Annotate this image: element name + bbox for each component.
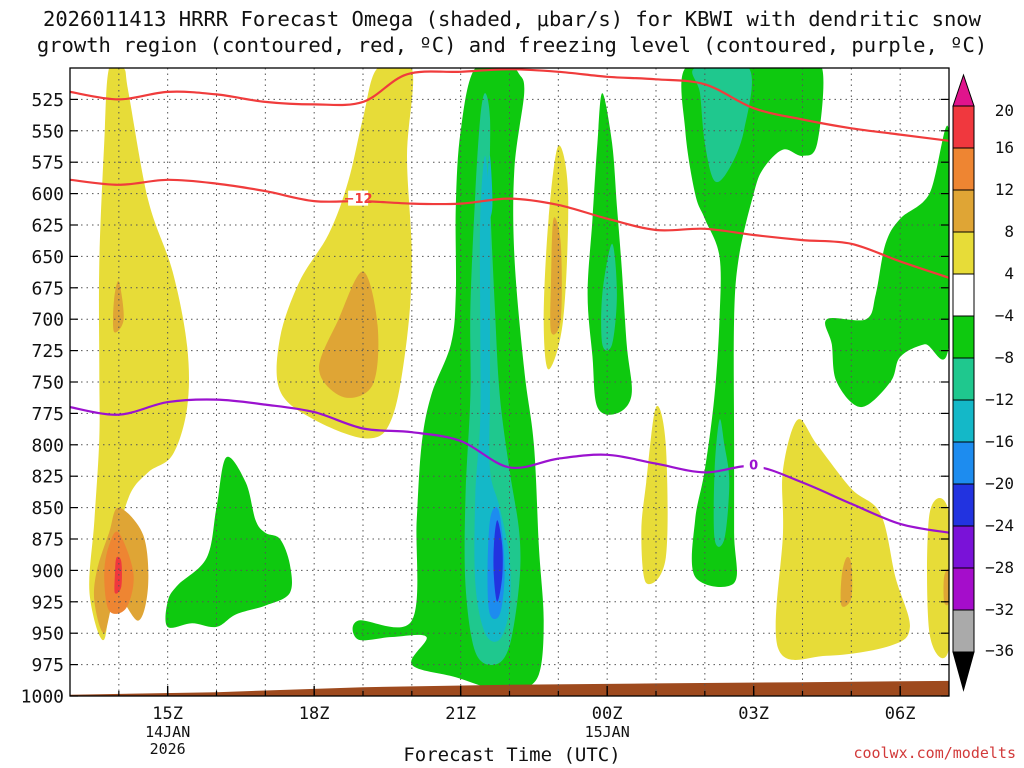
y-tick-label: 900: [31, 561, 64, 582]
y-tick-label: 950: [31, 624, 64, 645]
omega-region: [927, 498, 949, 659]
colorbar-label: 20: [995, 101, 1014, 120]
x-axis-label: Forecast Time (UTC): [403, 744, 621, 766]
colorbar-bottom-arrow: [952, 651, 975, 692]
y-tick-label: 875: [31, 530, 64, 551]
y-tick-label: 575: [31, 153, 64, 174]
colorbar-label: 16: [995, 138, 1014, 157]
colorbar-label: −8: [995, 348, 1014, 367]
contour-line: [70, 398, 949, 534]
colorbar-label: −4: [995, 306, 1014, 325]
omega-region: [318, 271, 379, 398]
y-tick-label: 600: [31, 184, 64, 205]
colorbar-bin: [952, 567, 975, 611]
colorbar-bin: [952, 441, 975, 485]
colorbar-bin: [952, 273, 975, 317]
omega-region: [89, 68, 189, 640]
y-tick-label: 625: [31, 216, 64, 237]
omega-region: [487, 155, 493, 221]
y-tick-label: 925: [31, 592, 64, 613]
y-tick-label: 775: [31, 404, 64, 425]
omega-region: [840, 556, 853, 607]
x-tick-label: 03Z: [738, 704, 769, 724]
omega-region: [641, 405, 668, 585]
colorbar: 20 16 12 8 4 −4 −8 −12 −16 −20 −24 −28 −32 −36: [952, 73, 1014, 692]
colorbar-bin: [952, 483, 975, 527]
ground-layer: [70, 680, 949, 696]
y-tick-label: 750: [31, 373, 64, 394]
omega-shading: [89, 68, 949, 692]
x-tick-sublabel: 2026: [150, 740, 186, 758]
contour-lines: −12 0: [70, 68, 949, 534]
y-tick-label: 1000: [21, 687, 64, 708]
omega-region: [775, 419, 910, 660]
colorbar-bin: [952, 399, 975, 443]
contour-line: [70, 178, 949, 279]
colorbar-bin: [952, 609, 975, 653]
x-tick-sublabel: 15JAN: [585, 723, 630, 741]
omega-region: [825, 125, 949, 408]
x-tick-label: 18Z: [299, 704, 330, 724]
y-tick-label: 675: [31, 278, 64, 299]
contour-label-bg: [348, 190, 369, 206]
colorbar-label: −32: [985, 600, 1014, 619]
colorbar-label: 8: [1004, 222, 1014, 241]
colorbar-label: 4: [1004, 264, 1014, 283]
ground-fill: [70, 680, 949, 696]
contour-label-bg: [743, 456, 764, 472]
colorbar-label: 12: [995, 180, 1014, 199]
y-tick-label: 700: [31, 310, 64, 331]
colorbar-label: −36: [985, 641, 1014, 660]
y-tick-label: 850: [31, 498, 64, 519]
credit-text: coolwx.com/modelts: [853, 744, 1016, 762]
chart-title-line1: 2026011413 HRRR Forecast Omega (shaded, …: [43, 7, 981, 31]
colorbar-bin: [952, 231, 975, 275]
colorbar-label: −16: [985, 432, 1014, 451]
omega-region: [276, 68, 414, 439]
x-tick-label: 00Z: [592, 704, 623, 724]
colorbar-label: −28: [985, 558, 1014, 577]
colorbar-bin: [952, 147, 975, 191]
omega-region: [474, 155, 511, 642]
x-tick-sublabel: 14JAN: [145, 723, 190, 741]
y-tick-label: 800: [31, 435, 64, 456]
y-tick-label: 550: [31, 121, 64, 142]
colorbar-top-arrow: [952, 73, 975, 107]
omega-region: [493, 520, 503, 602]
y-tick-label: 725: [31, 341, 64, 362]
x-tick-label: 06Z: [885, 704, 916, 724]
omega-region: [165, 456, 292, 628]
x-tick-label: 21Z: [445, 704, 476, 724]
y-tick-label: 650: [31, 247, 64, 268]
gridlines: [70, 68, 949, 696]
colorbar-bin: [952, 357, 975, 401]
colorbar-label: −20: [985, 474, 1014, 493]
omega-region: [114, 556, 122, 594]
omega-region: [601, 243, 617, 351]
x-tick-label: 15Z: [152, 704, 183, 724]
omega-region: [943, 568, 949, 606]
contour-line: [70, 68, 949, 142]
contour-label: −12: [344, 192, 373, 207]
y-tick-label: 825: [31, 467, 64, 488]
y-tick-label: 525: [31, 90, 64, 111]
colorbar-bin: [952, 525, 975, 569]
omega-region: [692, 68, 752, 183]
y-axis: 525 550 575 600 625 650 675 700 725 750 775 800 825 8…: [21, 90, 949, 708]
colorbar-label: −12: [985, 390, 1014, 409]
colorbar-bin: [952, 189, 975, 233]
omega-region: [113, 281, 124, 333]
chart-title-line2: growth region (contoured, red, ºC) and f…: [36, 33, 988, 57]
colorbar-label: −24: [985, 516, 1014, 535]
colorbar-bin: [952, 315, 975, 359]
omega-region: [550, 217, 562, 335]
y-tick-label: 975: [31, 655, 64, 676]
contour-label: 0: [749, 458, 758, 473]
colorbar-bin: [952, 105, 975, 149]
omega-region: [713, 419, 730, 547]
